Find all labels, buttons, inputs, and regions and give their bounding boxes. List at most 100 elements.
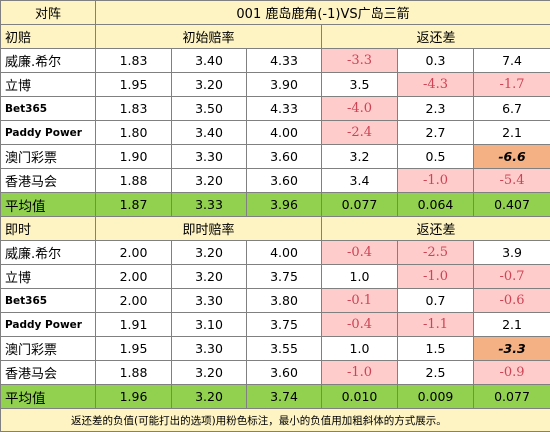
live-header-row: 即时 即时赔率 返还差 — [1, 217, 550, 241]
return-diff-cell: -4.3 — [398, 73, 474, 97]
average-return-cell: 0.064 — [398, 193, 474, 217]
return-diff-cell: -1.0 — [398, 265, 474, 289]
average-return-cell: 0.009 — [398, 385, 474, 409]
average-odds-cell: 1.96 — [96, 385, 172, 409]
average-label: 平均值 — [1, 193, 96, 217]
bookmaker-name: Paddy Power — [1, 121, 96, 145]
odds-cell: 1.95 — [96, 337, 172, 361]
bookmaker-name: 威廉.希尔 — [1, 241, 96, 265]
return-diff-cell: 0.3 — [398, 49, 474, 73]
odds-cell: 3.30 — [172, 337, 247, 361]
footer-note: 返还差的负值(可能打出的选项)用粉色标注，最小的负值用加粗斜体的方式展示。 — [1, 409, 550, 432]
odds-cell: 1.91 — [96, 313, 172, 337]
odds-cell: 3.90 — [247, 73, 322, 97]
bookmaker-name: Bet365 — [1, 97, 96, 121]
return-diff-cell: -1.1 — [398, 313, 474, 337]
odds-cell: 3.40 — [172, 121, 247, 145]
live-odds-header: 即时赔率 — [96, 217, 322, 241]
return-diff-cell: -0.9 — [474, 361, 550, 385]
initial-section-label: 初赔 — [1, 25, 96, 49]
return-diff-cell: -0.4 — [322, 313, 398, 337]
odds-cell: 3.10 — [172, 313, 247, 337]
title-row: 对阵 001 鹿岛鹿角(-1)VS广岛三箭 — [1, 1, 550, 25]
initial-return-header: 返还差 — [322, 25, 550, 49]
odds-cell: 4.33 — [247, 49, 322, 73]
return-diff-cell: 2.1 — [474, 313, 550, 337]
return-diff-cell: 1.5 — [398, 337, 474, 361]
average-odds-cell: 3.96 — [247, 193, 322, 217]
bookmaker-name: 立博 — [1, 73, 96, 97]
odds-cell: 1.88 — [96, 169, 172, 193]
odds-cell: 3.75 — [247, 265, 322, 289]
bookmaker-name: Bet365 — [1, 289, 96, 313]
return-diff-cell: -0.6 — [474, 289, 550, 313]
average-odds-cell: 3.74 — [247, 385, 322, 409]
odds-cell: 3.20 — [172, 265, 247, 289]
odds-cell: 2.00 — [96, 289, 172, 313]
return-diff-cell: 3.9 — [474, 241, 550, 265]
footer-row: 返还差的负值(可能打出的选项)用粉色标注，最小的负值用加粗斜体的方式展示。 — [1, 409, 550, 432]
odds-cell: 1.95 — [96, 73, 172, 97]
average-return-cell: 0.010 — [322, 385, 398, 409]
odds-cell: 3.55 — [247, 337, 322, 361]
return-diff-cell: 0.7 — [398, 289, 474, 313]
average-odds-cell: 1.87 — [96, 193, 172, 217]
average-return-cell: 0.077 — [322, 193, 398, 217]
return-diff-cell: -1.0 — [398, 169, 474, 193]
return-diff-cell: -3.3 — [322, 49, 398, 73]
odds-cell: 3.40 — [172, 49, 247, 73]
odds-cell: 3.20 — [172, 361, 247, 385]
return-diff-cell: -1.0 — [322, 361, 398, 385]
live-return-header: 返还差 — [322, 217, 550, 241]
odds-cell: 1.80 — [96, 121, 172, 145]
bookmaker-name: Paddy Power — [1, 313, 96, 337]
bookmaker-name: 威廉.希尔 — [1, 49, 96, 73]
odds-cell: 3.80 — [247, 289, 322, 313]
return-diff-cell: 2.1 — [474, 121, 550, 145]
odds-cell: 4.00 — [247, 241, 322, 265]
bookmaker-name: 立博 — [1, 265, 96, 289]
bookmaker-name: 澳门彩票 — [1, 145, 96, 169]
odds-cell: 3.30 — [172, 289, 247, 313]
live-section-label: 即时 — [1, 217, 96, 241]
odds-cell: 3.75 — [247, 313, 322, 337]
odds-cell: 3.60 — [247, 145, 322, 169]
odds-cell: 1.88 — [96, 361, 172, 385]
average-label: 平均值 — [1, 385, 96, 409]
odds-cell: 3.20 — [172, 73, 247, 97]
return-diff-cell: 0.5 — [398, 145, 474, 169]
return-diff-cell: 1.0 — [322, 265, 398, 289]
average-odds-cell: 3.33 — [172, 193, 247, 217]
return-diff-cell: -0.4 — [322, 241, 398, 265]
odds-cell: 2.00 — [96, 265, 172, 289]
return-diff-cell: 1.0 — [322, 337, 398, 361]
odds-cell: 3.50 — [172, 97, 247, 121]
return-diff-cell: -2.5 — [398, 241, 474, 265]
return-diff-cell: 3.5 — [322, 73, 398, 97]
odds-cell: 3.20 — [172, 241, 247, 265]
return-diff-cell: 7.4 — [474, 49, 550, 73]
initial-header-row: 初赔 初始赔率 返还差 — [1, 25, 550, 49]
corner-label: 对阵 — [1, 1, 96, 25]
return-diff-cell: -3.3 — [474, 337, 550, 361]
return-diff-cell: 6.7 — [474, 97, 550, 121]
odds-cell: 3.30 — [172, 145, 247, 169]
odds-cell: 1.90 — [96, 145, 172, 169]
return-diff-cell: -0.1 — [322, 289, 398, 313]
odds-cell: 2.00 — [96, 241, 172, 265]
average-odds-cell: 3.20 — [172, 385, 247, 409]
average-return-cell: 0.077 — [474, 385, 550, 409]
return-diff-cell: -2.4 — [322, 121, 398, 145]
average-return-cell: 0.407 — [474, 193, 550, 217]
odds-cell: 1.83 — [96, 49, 172, 73]
